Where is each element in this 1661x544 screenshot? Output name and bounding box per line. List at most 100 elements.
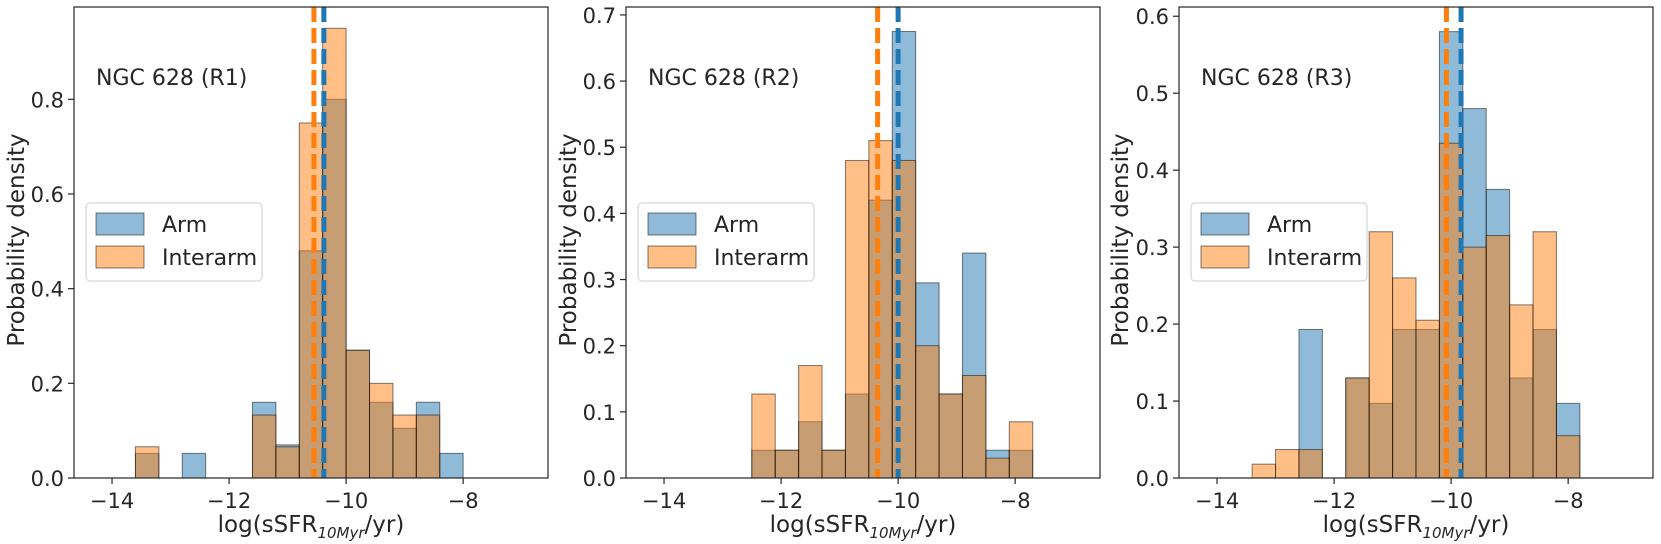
x-axis-label-subscript: 10Myr — [317, 524, 365, 542]
bar-interarm — [985, 457, 1010, 479]
x-tick-label: −12 — [1312, 489, 1356, 513]
bar-interarm — [1368, 231, 1394, 479]
y-tick-label: 0.4 — [1136, 159, 1169, 183]
panel-r1: NGC 628 (R1) Probability density log(sSF… — [4, 6, 549, 542]
x-tick-label: −10 — [324, 489, 368, 513]
legend-swatch-interarm — [1200, 245, 1250, 269]
bar-interarm — [821, 449, 846, 479]
legend-swatch-arm — [1200, 212, 1250, 236]
x-tick-label: −10 — [1429, 489, 1473, 513]
x-axis-label-tail: /yr) — [365, 512, 405, 538]
y-tick-label: 0.6 — [1136, 5, 1169, 29]
x-axis-label-tail: /yr) — [917, 512, 957, 538]
y-tick-label: 0.6 — [31, 183, 64, 207]
x-axis-label-tail: /yr) — [1470, 512, 1510, 538]
panel-r3: NGC 628 (R3) Probability density log(sSF… — [1108, 5, 1654, 542]
x-tick-label: −12 — [759, 489, 803, 513]
y-tick-label: 0.0 — [31, 467, 64, 491]
legend-label-arm: Arm — [714, 213, 759, 238]
panel-r2: NGC 628 (R2) Probability density log(sSF… — [556, 4, 1101, 542]
bar-interarm — [915, 345, 940, 479]
x-tick-label: −10 — [876, 489, 920, 513]
x-axis-label-main: log(sSFR — [770, 512, 870, 538]
panel-title: NGC 628 (R1) — [96, 66, 247, 91]
bar-interarm — [751, 393, 776, 479]
x-axis-label-subscript: 10Myr — [1422, 524, 1470, 542]
x-tick-label: −14 — [642, 489, 686, 513]
x-axis-label: log(sSFR10Myr/yr) — [770, 512, 957, 542]
y-tick-label: 0.0 — [1136, 467, 1169, 491]
y-tick-label: 0.5 — [583, 136, 616, 160]
bar-interarm — [275, 446, 300, 479]
bar-interarm — [938, 393, 963, 479]
y-axis-label: Probability density — [1108, 133, 1134, 346]
bar-interarm — [844, 159, 870, 479]
bar-interarm — [1509, 304, 1534, 479]
bar-interarm — [1485, 235, 1511, 479]
bar-interarm — [868, 140, 893, 479]
bar-interarm — [798, 365, 823, 479]
y-tick-label: 0.6 — [583, 70, 616, 94]
bar-interarm — [1415, 319, 1440, 479]
bar-interarm — [1298, 449, 1323, 479]
y-tick-label: 0.2 — [583, 335, 616, 359]
legend-swatch-arm — [647, 212, 697, 236]
bar-interarm — [134, 446, 160, 479]
bar-interarm — [1555, 435, 1581, 479]
x-tick-label: −8 — [1000, 489, 1031, 513]
y-axis-label: Probability density — [4, 133, 30, 346]
x-axis-label: log(sSFR10Myr/yr) — [1323, 512, 1510, 542]
bar-arm — [181, 452, 207, 479]
axes-frame — [1178, 6, 1654, 479]
bar-interarm — [415, 414, 441, 479]
y-tick-label: 0.4 — [31, 278, 64, 302]
y-tick-label: 0.1 — [1136, 390, 1169, 414]
bar-interarm — [369, 382, 394, 479]
bar-interarm — [1532, 231, 1557, 479]
y-tick-label: 0.8 — [31, 88, 64, 112]
x-tick-label: −14 — [90, 489, 134, 513]
panel-title: NGC 628 (R3) — [1201, 66, 1352, 91]
bar-interarm — [1008, 421, 1034, 479]
bar-interarm — [774, 449, 800, 479]
y-tick-label: 0.0 — [583, 467, 616, 491]
y-tick-label: 0.3 — [583, 269, 616, 293]
bar-interarm — [392, 414, 417, 479]
axes-frame — [625, 6, 1101, 479]
y-tick-label: 0.1 — [583, 401, 616, 425]
legend-label-interarm: Interarm — [714, 246, 809, 271]
x-axis-label-main: log(sSFR — [1323, 512, 1423, 538]
y-tick-label: 0.5 — [1136, 82, 1169, 106]
bar-interarm — [1275, 449, 1300, 479]
legend-swatch-interarm — [95, 245, 145, 269]
y-tick-label: 0.3 — [1136, 236, 1169, 260]
y-tick-label: 0.7 — [583, 4, 616, 28]
bar-interarm — [1345, 377, 1370, 479]
bar-interarm — [1251, 463, 1277, 479]
legend-swatch-interarm — [647, 245, 697, 269]
x-tick-label: −14 — [1195, 489, 1239, 513]
axes-frame — [73, 6, 549, 479]
legend-swatch-arm — [95, 212, 145, 236]
x-tick-label: −12 — [207, 489, 251, 513]
legend-label-arm: Arm — [162, 213, 207, 238]
bar-interarm — [298, 122, 324, 479]
y-tick-label: 0.2 — [31, 372, 64, 396]
x-tick-label: −8 — [448, 489, 479, 513]
panel-title: NGC 628 (R2) — [648, 66, 799, 91]
bar-interarm — [251, 414, 277, 479]
y-axis-label: Probability density — [556, 133, 582, 346]
legend-label-interarm: Interarm — [1267, 246, 1362, 271]
bar-interarm — [345, 349, 371, 479]
x-axis-label-main: log(sSFR — [218, 512, 318, 538]
x-axis-label: log(sSFR10Myr/yr) — [218, 512, 405, 542]
x-tick-label: −8 — [1553, 489, 1584, 513]
bar-interarm — [1392, 277, 1417, 479]
y-tick-label: 0.4 — [583, 202, 616, 226]
bar-arm — [439, 452, 464, 479]
y-tick-label: 0.2 — [1136, 313, 1169, 337]
bar-interarm — [1462, 246, 1487, 479]
legend-label-arm: Arm — [1267, 213, 1312, 238]
legend-label-interarm: Interarm — [162, 246, 257, 271]
